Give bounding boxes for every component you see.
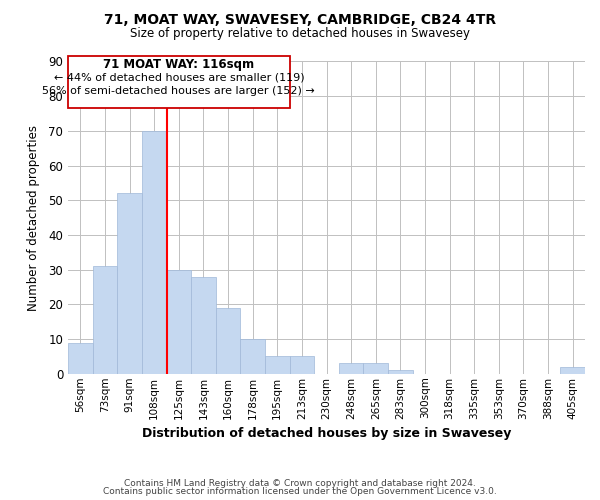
Bar: [364, 364, 388, 374]
Y-axis label: Number of detached properties: Number of detached properties: [27, 124, 40, 310]
Bar: [388, 370, 413, 374]
Bar: [68, 56, 290, 108]
Text: Contains HM Land Registry data © Crown copyright and database right 2024.: Contains HM Land Registry data © Crown c…: [124, 478, 476, 488]
Text: 56% of semi-detached houses are larger (152) →: 56% of semi-detached houses are larger (…: [43, 86, 315, 96]
Bar: [118, 194, 142, 374]
Bar: [142, 131, 167, 374]
Bar: [191, 276, 216, 374]
Bar: [339, 364, 364, 374]
Text: ← 44% of detached houses are smaller (119): ← 44% of detached houses are smaller (11…: [53, 72, 304, 82]
Text: 71 MOAT WAY: 116sqm: 71 MOAT WAY: 116sqm: [103, 58, 254, 70]
Text: 71, MOAT WAY, SWAVESEY, CAMBRIDGE, CB24 4TR: 71, MOAT WAY, SWAVESEY, CAMBRIDGE, CB24 …: [104, 12, 496, 26]
Bar: [216, 308, 241, 374]
Text: Size of property relative to detached houses in Swavesey: Size of property relative to detached ho…: [130, 28, 470, 40]
Bar: [68, 342, 92, 374]
X-axis label: Distribution of detached houses by size in Swavesey: Distribution of detached houses by size …: [142, 427, 511, 440]
Bar: [290, 356, 314, 374]
Bar: [241, 339, 265, 374]
Bar: [92, 266, 118, 374]
Text: Contains public sector information licensed under the Open Government Licence v3: Contains public sector information licen…: [103, 487, 497, 496]
Bar: [167, 270, 191, 374]
Bar: [560, 367, 585, 374]
Bar: [265, 356, 290, 374]
